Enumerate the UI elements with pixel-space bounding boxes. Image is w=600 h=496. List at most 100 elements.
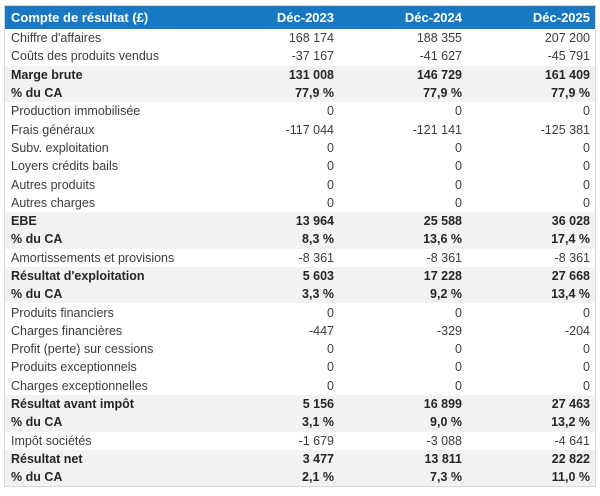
table-row: Coûts des produits vendus -37 167 -41 627 -… bbox=[5, 47, 595, 66]
cell-value: -117 044 bbox=[285, 122, 334, 137]
row-label: Subv. exploitation bbox=[11, 140, 109, 155]
cell-value: 16 899 bbox=[423, 397, 462, 412]
cell-value: -41 627 bbox=[419, 49, 462, 64]
table-row: Marge brute 131 008 146 729 161 409 bbox=[5, 65, 595, 84]
row-label: % du CA bbox=[11, 86, 63, 101]
cell-value: 9,2 % bbox=[430, 287, 462, 302]
cell-value: 146 729 bbox=[416, 67, 462, 82]
header-col-dec-2024: Déc-2024 bbox=[404, 10, 462, 25]
cell-value: 0 bbox=[327, 195, 334, 210]
cell-value: 13,4 % bbox=[551, 287, 590, 302]
cell-value: 9,0 % bbox=[430, 415, 462, 430]
cell-value: 0 bbox=[327, 378, 334, 393]
cell-value: -121 141 bbox=[412, 122, 462, 137]
cell-value: 0 bbox=[455, 378, 462, 393]
row-label: Coûts des produits vendus bbox=[11, 49, 160, 64]
cell-value: -8 361 bbox=[426, 250, 462, 265]
cell-value: 0 bbox=[455, 140, 462, 155]
row-label: Produits financiers bbox=[11, 305, 114, 320]
cell-value: -37 167 bbox=[291, 49, 334, 64]
cell-value: -329 bbox=[436, 323, 462, 338]
cell-value: 207 200 bbox=[544, 31, 590, 46]
cell-value: 0 bbox=[327, 104, 334, 119]
row-label: % du CA bbox=[11, 470, 63, 485]
table-row: Loyers crédits bails 0 0 0 bbox=[5, 157, 595, 176]
cell-value: 5 156 bbox=[302, 397, 334, 412]
cell-value: 0 bbox=[583, 104, 590, 119]
cell-value: 11,0 % bbox=[551, 470, 590, 485]
row-label: Charges exceptionnelles bbox=[11, 378, 148, 393]
row-label: Loyers crédits bails bbox=[11, 159, 118, 174]
cell-value: 7,3 % bbox=[430, 470, 462, 485]
cell-value: 22 822 bbox=[551, 451, 590, 466]
table-row: Production immobilisée 0 0 0 bbox=[5, 102, 595, 121]
row-label: Résultat net bbox=[11, 451, 83, 466]
cell-value: -447 bbox=[308, 323, 334, 338]
cell-value: 0 bbox=[327, 140, 334, 155]
cell-value: 13,2 % bbox=[551, 415, 590, 430]
header-account-column: Compte de résultat (£) bbox=[11, 10, 149, 25]
cell-value: 0 bbox=[327, 305, 334, 320]
cell-value: 3 477 bbox=[302, 451, 334, 466]
table-row: Produits exceptionnels 0 0 0 bbox=[5, 358, 595, 377]
table-row: Frais généraux -117 044 -121 141 -125 381 bbox=[5, 120, 595, 139]
cell-value: 0 bbox=[455, 360, 462, 375]
cell-value: 0 bbox=[583, 360, 590, 375]
cell-value: 27 463 bbox=[551, 397, 590, 412]
cell-value: 0 bbox=[455, 177, 462, 192]
cell-value: 3,3 % bbox=[302, 287, 334, 302]
cell-value: -3 088 bbox=[426, 433, 462, 448]
cell-value: 188 355 bbox=[416, 31, 462, 46]
row-label: Impôt sociétés bbox=[11, 433, 92, 448]
table-row: Résultat avant impôt 5 156 16 899 27 463 bbox=[5, 394, 595, 414]
cell-value: 161 409 bbox=[544, 67, 590, 82]
cell-value: -8 361 bbox=[298, 250, 334, 265]
cell-value: 0 bbox=[455, 305, 462, 320]
table-row: Subv. exploitation 0 0 0 bbox=[5, 138, 595, 158]
cell-value: 0 bbox=[455, 159, 462, 174]
table-row: Charges financières -447 -329 -204 bbox=[5, 321, 595, 341]
row-label: Frais généraux bbox=[11, 122, 95, 137]
cell-value: -8 361 bbox=[554, 250, 590, 265]
cell-value: -204 bbox=[564, 323, 590, 338]
income-statement-table: Compte de résultat (£) Déc-2023 Déc-2024… bbox=[4, 5, 596, 488]
table-row: % du CA 77,9 % 77,9 % 77,9 % bbox=[5, 83, 595, 103]
table-row: % du CA 8,3 % 13,6 % 17,4 % bbox=[5, 230, 595, 249]
cell-value: 0 bbox=[327, 159, 334, 174]
cell-value: -1 679 bbox=[298, 433, 334, 448]
cell-value: 77,9 % bbox=[295, 86, 334, 101]
cell-value: 0 bbox=[583, 177, 590, 192]
cell-value: 2,1 % bbox=[302, 470, 334, 485]
cell-value: -45 791 bbox=[547, 49, 590, 64]
cell-value: 17,4 % bbox=[551, 232, 590, 247]
table-body: Chiffre d'affaires 168 174 188 355 207 200 C… bbox=[5, 29, 595, 487]
row-label: Amortissements et provisions bbox=[11, 250, 175, 265]
cell-value: 0 bbox=[455, 342, 462, 357]
cell-value: 131 008 bbox=[288, 67, 334, 82]
table-row: Charges exceptionnelles 0 0 0 bbox=[5, 376, 595, 395]
cell-value: 0 bbox=[455, 104, 462, 119]
cell-value: 36 028 bbox=[551, 214, 590, 229]
cell-value: 0 bbox=[327, 360, 334, 375]
table-row: Profit (perte) sur cessions 0 0 0 bbox=[5, 340, 595, 359]
row-label: Résultat d'exploitation bbox=[11, 269, 145, 283]
row-label: Production immobilisée bbox=[11, 104, 141, 119]
cell-value: 0 bbox=[583, 140, 590, 155]
row-label: Produits exceptionnels bbox=[11, 360, 137, 375]
table-row: Résultat d'exploitation 5 603 17 228 27 668 bbox=[5, 266, 595, 286]
row-label: Charges financières bbox=[11, 323, 123, 338]
table-header-row: Compte de résultat (£) Déc-2023 Déc-2024… bbox=[5, 6, 595, 29]
row-label: % du CA bbox=[11, 415, 63, 430]
cell-value: 8,3 % bbox=[302, 232, 334, 247]
cell-value: 0 bbox=[583, 305, 590, 320]
header-col-dec-2023: Déc-2023 bbox=[276, 10, 334, 25]
table-row: Amortissements et provisions -8 361 -8 361… bbox=[5, 248, 595, 267]
cell-value: 168 174 bbox=[288, 31, 334, 46]
cell-value: -125 381 bbox=[540, 122, 590, 137]
table-row: % du CA 3,3 % 9,2 % 13,4 % bbox=[5, 285, 595, 304]
cell-value: 3,1 % bbox=[302, 415, 334, 430]
row-label: Chiffre d'affaires bbox=[11, 31, 102, 46]
row-label: Résultat avant impôt bbox=[11, 397, 134, 412]
cell-value: 25 588 bbox=[423, 214, 462, 229]
row-label: Marge brute bbox=[11, 67, 83, 82]
